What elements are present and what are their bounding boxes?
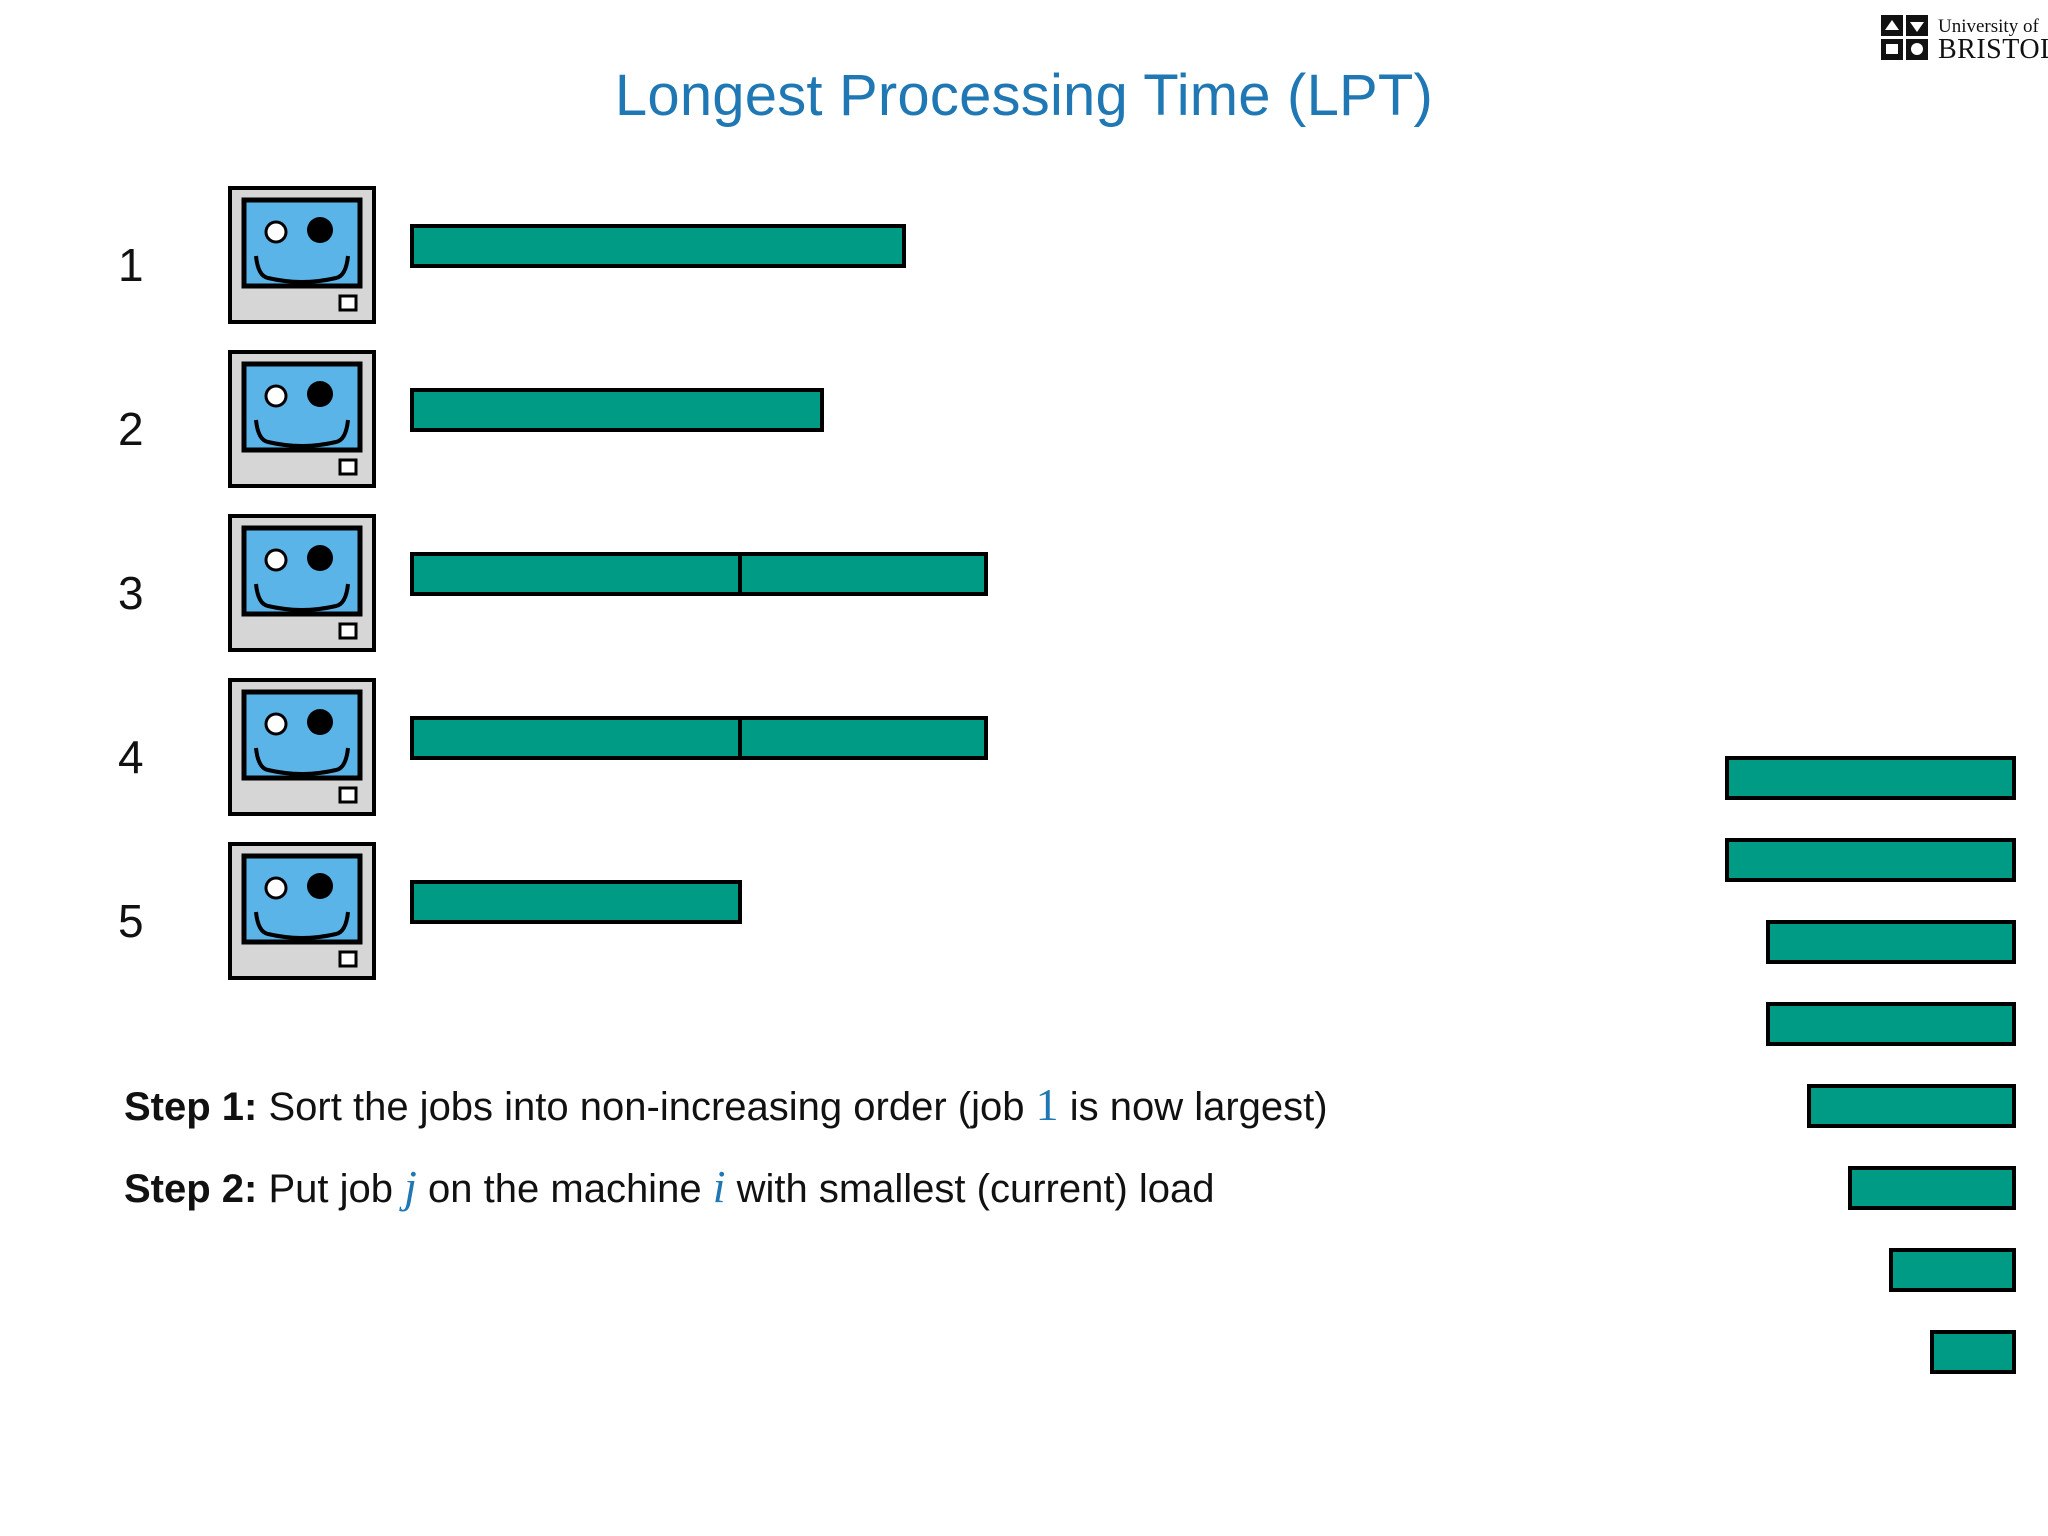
logo-line-1: University of bbox=[1938, 16, 2039, 37]
machine-label: 5 bbox=[118, 895, 144, 947]
assigned-job-bar bbox=[738, 716, 988, 760]
computer-face-icon bbox=[228, 842, 376, 980]
step-1-math: 1 bbox=[1035, 1079, 1059, 1130]
pending-job-bar bbox=[1766, 1002, 2016, 1046]
pending-job-bar bbox=[1930, 1330, 2016, 1374]
step-2-label: Step 2: bbox=[124, 1167, 258, 1211]
assigned-job-bar bbox=[410, 716, 742, 760]
pending-job-bar bbox=[1848, 1166, 2016, 1210]
step-2-math-j: j bbox=[404, 1161, 417, 1212]
slide-title: Longest Processing Time (LPT) bbox=[614, 63, 1434, 128]
step-2-math-i: i bbox=[712, 1161, 726, 1212]
assigned-job-bar bbox=[410, 388, 824, 432]
machine-label: 3 bbox=[118, 567, 144, 619]
crest-icon bbox=[1881, 15, 1928, 60]
logo-line-2: BRISTOL bbox=[1938, 34, 2048, 65]
step-2: Step 2: Put job j on the machine i with … bbox=[124, 1160, 1215, 1213]
computer-face-icon bbox=[228, 678, 376, 816]
step-2-text-middle: on the machine bbox=[428, 1167, 702, 1211]
computer-face-icon bbox=[228, 514, 376, 652]
assigned-job-bar bbox=[410, 552, 742, 596]
step-2-text-after: with smallest (current) load bbox=[736, 1167, 1215, 1211]
step-2-text-before: Put job bbox=[268, 1167, 394, 1211]
assigned-job-bar bbox=[410, 224, 906, 268]
computer-face-icon bbox=[228, 350, 376, 488]
pending-job-bar bbox=[1725, 756, 2016, 800]
machine-label: 1 bbox=[118, 239, 144, 291]
pending-job-bar bbox=[1807, 1084, 2016, 1128]
assigned-job-bar bbox=[738, 552, 988, 596]
step-1-text-before: Sort the jobs into non-increasing order … bbox=[268, 1085, 1025, 1129]
step-1-label: Step 1: bbox=[124, 1085, 258, 1129]
pending-job-bar bbox=[1889, 1248, 2016, 1292]
step-1: Step 1: Sort the jobs into non-increasin… bbox=[124, 1078, 1328, 1131]
pending-job-bar bbox=[1725, 838, 2016, 882]
machine-label: 2 bbox=[118, 403, 144, 455]
assigned-job-bar bbox=[410, 880, 742, 924]
machine-label: 4 bbox=[118, 731, 144, 783]
step-1-text-after: is now largest) bbox=[1069, 1085, 1328, 1129]
university-logo: University of BRISTOL bbox=[1880, 14, 2048, 65]
pending-job-bar bbox=[1766, 920, 2016, 964]
computer-face-icon bbox=[228, 186, 376, 324]
